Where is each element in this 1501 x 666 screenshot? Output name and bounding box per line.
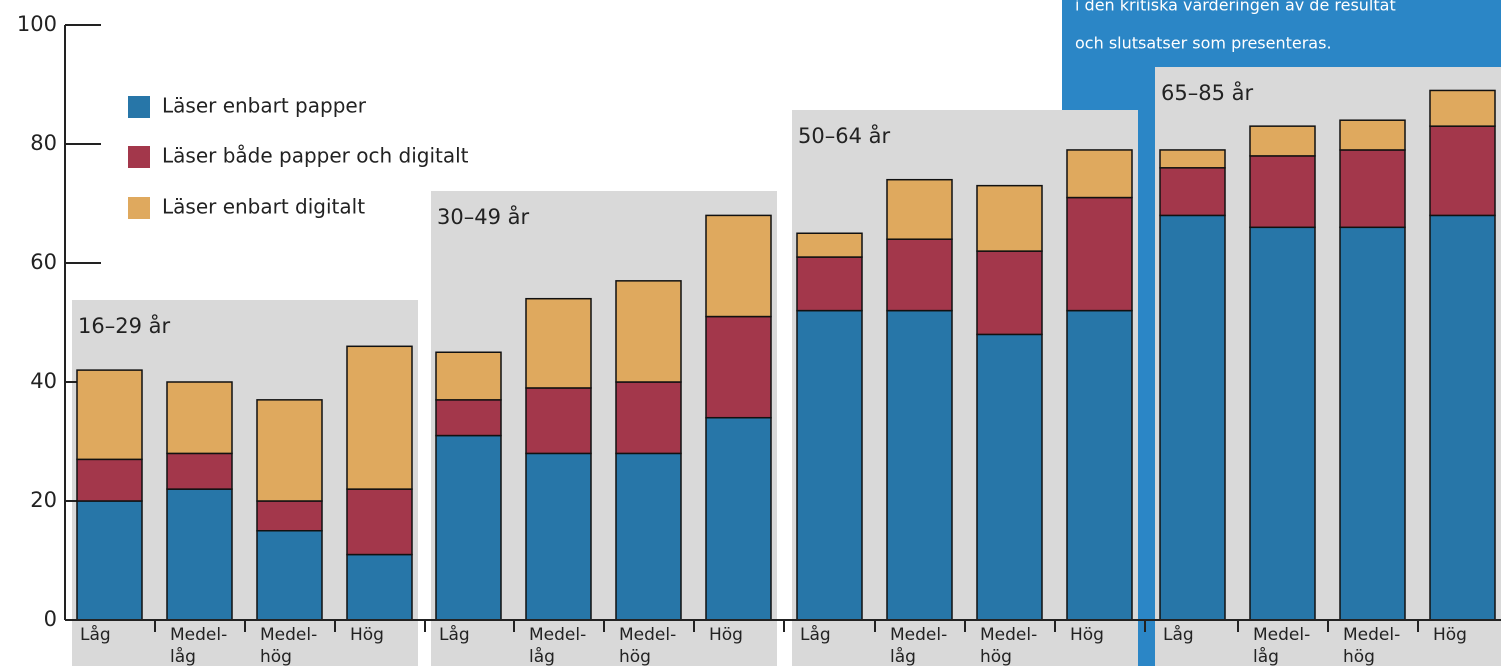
x-tick-label: Hög <box>1433 625 1467 645</box>
bar-segment <box>1339 149 1406 229</box>
legend-label: Läser både papper och digitalt <box>162 144 469 168</box>
bar-segment <box>1429 89 1496 127</box>
x-tick-label: Medel- <box>619 625 676 645</box>
y-tick-label: 20 <box>30 488 57 512</box>
bar-segment <box>615 280 682 383</box>
y-tick-label: 40 <box>30 369 57 393</box>
x-tick-label: låg <box>170 646 196 666</box>
bar-segment <box>346 553 413 621</box>
bar-segment <box>166 488 233 621</box>
x-tick-label: Låg <box>439 624 470 645</box>
bar-segment <box>76 500 143 621</box>
x-tick-label: hög <box>980 647 1012 666</box>
sidebar-text: och slutsatser som presenteras. <box>1075 34 1332 53</box>
bar-segment <box>886 238 953 312</box>
x-tick-label: Medel- <box>1343 625 1400 645</box>
x-tick-label: låg <box>890 646 916 666</box>
group-label: 16–29 år <box>78 313 170 338</box>
bar-segment <box>166 381 233 455</box>
bar-segment <box>1339 119 1406 151</box>
bar-segment <box>525 387 592 455</box>
bar-segment <box>615 452 682 621</box>
x-tick-label: låg <box>1253 646 1279 666</box>
y-tick-label: 0 <box>44 607 57 631</box>
bar-segment <box>76 369 143 461</box>
bar-segment <box>1159 149 1226 169</box>
bar-segment <box>166 452 233 490</box>
bar-segment <box>1249 226 1316 621</box>
y-tick-label: 60 <box>30 250 57 274</box>
bar-segment <box>886 309 953 621</box>
bar-segment <box>346 488 413 556</box>
bar-segment <box>1066 149 1133 199</box>
x-tick-label: Låg <box>800 624 831 645</box>
bar-segment <box>1066 196 1133 312</box>
bar-segment <box>435 434 502 621</box>
x-tick-label: hög <box>1343 647 1375 666</box>
bar-segment <box>796 309 863 621</box>
bar-segment <box>1339 226 1406 621</box>
bar-segment <box>435 399 502 437</box>
x-tick-label: Hög <box>1070 625 1104 645</box>
bar-segment <box>346 345 413 490</box>
bar-segment <box>796 256 863 312</box>
legend-swatch <box>128 146 150 168</box>
bar-segment <box>886 178 953 240</box>
bar-segment <box>525 452 592 621</box>
group-label: 30–49 år <box>437 204 529 229</box>
x-tick-label: Medel- <box>980 625 1037 645</box>
bar-segment <box>615 381 682 455</box>
bar-segment <box>796 232 863 258</box>
legend-label: Läser enbart digitalt <box>162 195 365 219</box>
legend-label: Läser enbart papper <box>162 94 367 118</box>
bar-segment <box>1159 167 1226 217</box>
x-tick-label: Medel- <box>890 625 947 645</box>
x-tick-label: låg <box>529 646 555 666</box>
sidebar-text: i den kritiska värderingen av de resulta… <box>1075 0 1396 15</box>
group-label: 50–64 år <box>798 123 890 148</box>
bar-segment <box>705 315 772 419</box>
bar-segment <box>1429 214 1496 621</box>
bar-segment <box>1249 125 1316 157</box>
y-tick-label: 100 <box>17 12 57 36</box>
x-tick-label: Hög <box>350 625 384 645</box>
bar-segment <box>256 399 323 502</box>
bar-segment <box>1159 214 1226 621</box>
x-tick-label: Låg <box>1163 624 1194 645</box>
bar-segment <box>1066 309 1133 621</box>
x-tick-label: Hög <box>709 625 743 645</box>
x-tick-label: Medel- <box>1253 625 1310 645</box>
group-label: 65–85 år <box>1161 80 1253 105</box>
bar-segment <box>525 297 592 389</box>
x-tick-label: hög <box>260 647 292 666</box>
y-tick-label: 80 <box>30 131 57 155</box>
legend-swatch <box>128 96 150 118</box>
x-tick-label: Medel- <box>529 625 586 645</box>
bar-segment <box>256 530 323 621</box>
legend-swatch <box>128 197 150 219</box>
x-tick-label: Medel- <box>260 625 317 645</box>
bar-segment <box>976 333 1043 621</box>
bar-segment <box>705 214 772 318</box>
bar-segment <box>976 184 1043 252</box>
bar-segment <box>1429 125 1496 217</box>
x-tick-label: Medel- <box>170 625 227 645</box>
x-tick-label: hög <box>619 647 651 666</box>
bar-segment <box>76 458 143 502</box>
bar-segment <box>705 416 772 621</box>
bar-segment <box>976 250 1043 336</box>
x-tick-label: Låg <box>80 624 111 645</box>
bar-segment <box>435 351 502 401</box>
bar-segment <box>256 500 323 532</box>
bar-segment <box>1249 155 1316 229</box>
